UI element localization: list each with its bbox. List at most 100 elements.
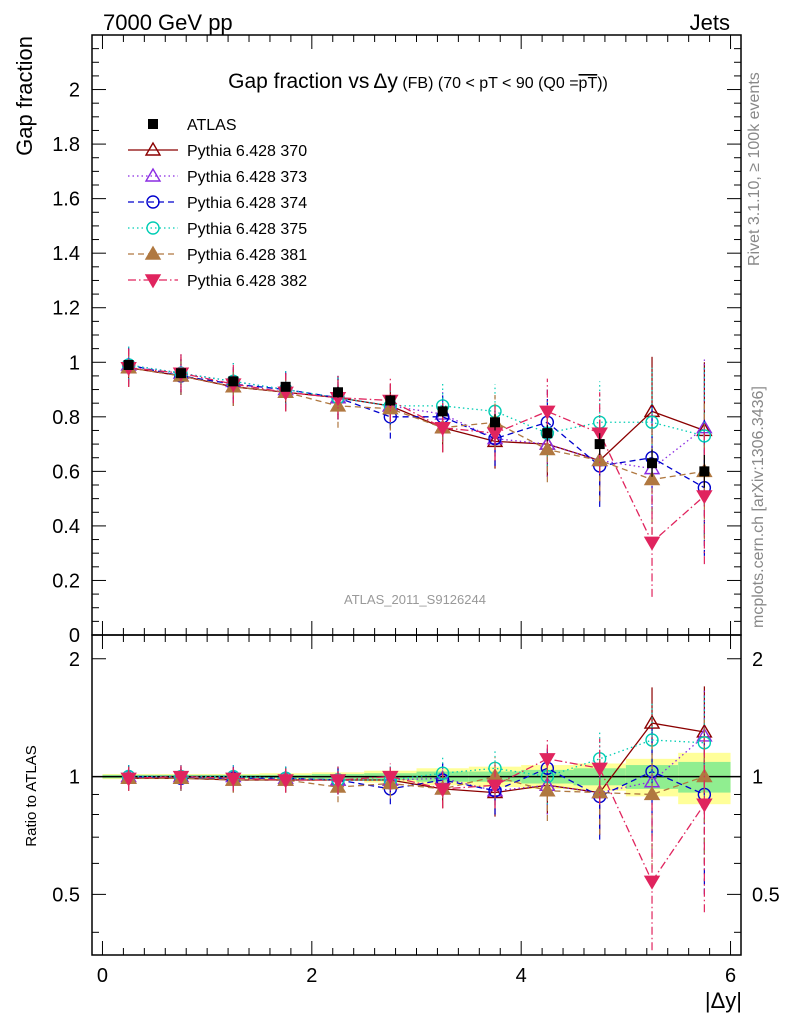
data-point-ATLAS — [542, 428, 553, 439]
data-point-ATLAS — [647, 458, 658, 469]
series-line-p374 — [128, 364, 705, 489]
legend-marker — [144, 245, 162, 260]
legend-marker — [144, 167, 162, 182]
data-point-p381 — [643, 471, 661, 486]
ratio-point-p382 — [225, 772, 242, 787]
legend-marker — [148, 119, 158, 129]
header-left: 7000 GeV pp — [103, 10, 233, 35]
ratio-series-p381 — [120, 719, 713, 870]
ratio-y-tick-label: 1 — [69, 767, 80, 789]
legend-marker — [146, 221, 160, 235]
data-point-ATLAS — [123, 360, 134, 370]
legend-label: Pythia 6.428 381 — [187, 247, 307, 264]
x-tick-label: 0 — [97, 965, 108, 987]
ratio-point-p375 — [435, 766, 450, 780]
x-tick-label: 6 — [725, 965, 736, 987]
legend-item-p373: Pythia 6.428 373 — [128, 167, 307, 186]
ratio-point-p382 — [382, 770, 399, 785]
data-point-p382 — [539, 405, 556, 420]
ratio-y-tick-label-right: 1 — [752, 767, 763, 789]
y-tick-label: 1.6 — [52, 189, 80, 211]
ratio-series-p382 — [120, 737, 713, 951]
header-right: Jets — [690, 10, 730, 35]
series-p374 — [121, 345, 712, 556]
y-tick-label: 1.8 — [52, 134, 80, 156]
legend-marker — [144, 274, 162, 289]
data-point-ATLAS — [228, 376, 239, 387]
ratio-series-p375 — [121, 694, 712, 811]
legend-item-p370: Pythia 6.428 370 — [128, 141, 307, 160]
ratio-y-tick-label-right: 0.5 — [752, 884, 780, 906]
rivet-label: Rivet 3.1.10, ≥ 100k events — [746, 72, 763, 266]
ratio-line-p382 — [128, 758, 705, 883]
legend-label: Pythia 6.428 375 — [187, 221, 307, 238]
series-line-p373 — [128, 364, 705, 470]
legend-label: Pythia 6.428 370 — [187, 143, 307, 160]
ratio-line-p381 — [128, 775, 705, 796]
ratio-y-tick-label-right: 2 — [752, 649, 763, 671]
data-point-p381 — [591, 452, 608, 467]
ratio-point-p382 — [329, 774, 347, 789]
ratio-series-p370 — [120, 686, 713, 835]
ratio-point-p381 — [643, 786, 661, 801]
ratio-point-p382 — [172, 770, 190, 785]
data-point-p382 — [434, 422, 451, 437]
data-point-p382 — [696, 490, 713, 505]
ratio-y-tick-label: 0.5 — [52, 884, 80, 906]
ratio-y-tick-label: 2 — [69, 649, 80, 671]
y-tick-label: 0.8 — [52, 407, 80, 429]
mcplots-label: mcplots.cern.ch [arXiv:1306.3436] — [750, 386, 767, 628]
data-point-p375 — [697, 429, 712, 443]
legend-label: Pythia 6.428 374 — [187, 195, 307, 212]
ratio-point-p370 — [643, 714, 661, 729]
y-tick-label: 1 — [69, 352, 80, 374]
ratio-point-p382 — [643, 875, 661, 890]
series-p375 — [121, 345, 712, 505]
ratio-point-p382 — [486, 779, 504, 794]
legend: ATLAS Pythia 6.428 370 Pythia 6.428 373 Pyt… — [128, 117, 307, 290]
legend-marker — [146, 195, 160, 209]
series-line-p370 — [128, 367, 705, 462]
y-tick-label: 1.2 — [52, 298, 80, 320]
series-p373 — [120, 345, 713, 524]
legend-marker — [144, 141, 162, 156]
ratio-point-p382 — [539, 753, 556, 768]
ratio-point-p382 — [277, 774, 294, 789]
series-ATLAS — [123, 360, 710, 488]
y-tick-label: 0.4 — [52, 516, 80, 538]
chart-title: Gap fraction vs Δy (FB) (70 < pT < 90 (Q0… — [228, 70, 608, 93]
ratio-point-p382 — [696, 798, 713, 813]
data-point-ATLAS — [594, 439, 605, 450]
ratio-point-p382 — [434, 783, 451, 798]
data-point-ATLAS — [437, 406, 448, 417]
data-point-ATLAS — [699, 466, 710, 477]
y-tick-label: 1.4 — [52, 243, 80, 265]
y-tick-label: 0 — [69, 625, 80, 647]
series-p370 — [120, 348, 713, 502]
x-tick-label: 2 — [306, 965, 317, 987]
series-p382 — [120, 348, 713, 597]
series-line-p381 — [128, 367, 705, 481]
ratio-line-p375 — [128, 739, 705, 781]
analysis-watermark: ATLAS_2011_S9126244 — [344, 592, 486, 607]
legend-item-p375: Pythia 6.428 375 — [128, 221, 307, 238]
data-point-ATLAS — [385, 395, 396, 406]
data-point-ATLAS — [280, 381, 291, 392]
y-tick-label: 2 — [69, 80, 80, 102]
legend-item-ATLAS: ATLAS — [148, 117, 237, 134]
data-point-ATLAS — [332, 387, 343, 398]
ratio-point-p382 — [120, 772, 137, 787]
legend-item-p382: Pythia 6.428 382 — [128, 273, 307, 290]
data-point-ATLAS — [175, 368, 186, 379]
legend-label: Pythia 6.428 373 — [187, 169, 307, 186]
series-line-p375 — [128, 364, 705, 437]
data-point-ATLAS — [490, 417, 501, 428]
x-tick-label: 4 — [516, 965, 527, 987]
xlabel: |Δy| — [705, 988, 742, 1013]
ratio-ylabel: Ratio to ATLAS — [23, 745, 40, 846]
ratio-series-p374 — [121, 725, 712, 895]
legend-label: ATLAS — [187, 117, 237, 134]
legend-item-p374: Pythia 6.428 374 — [128, 195, 307, 212]
ratio-point-p382 — [591, 762, 608, 777]
